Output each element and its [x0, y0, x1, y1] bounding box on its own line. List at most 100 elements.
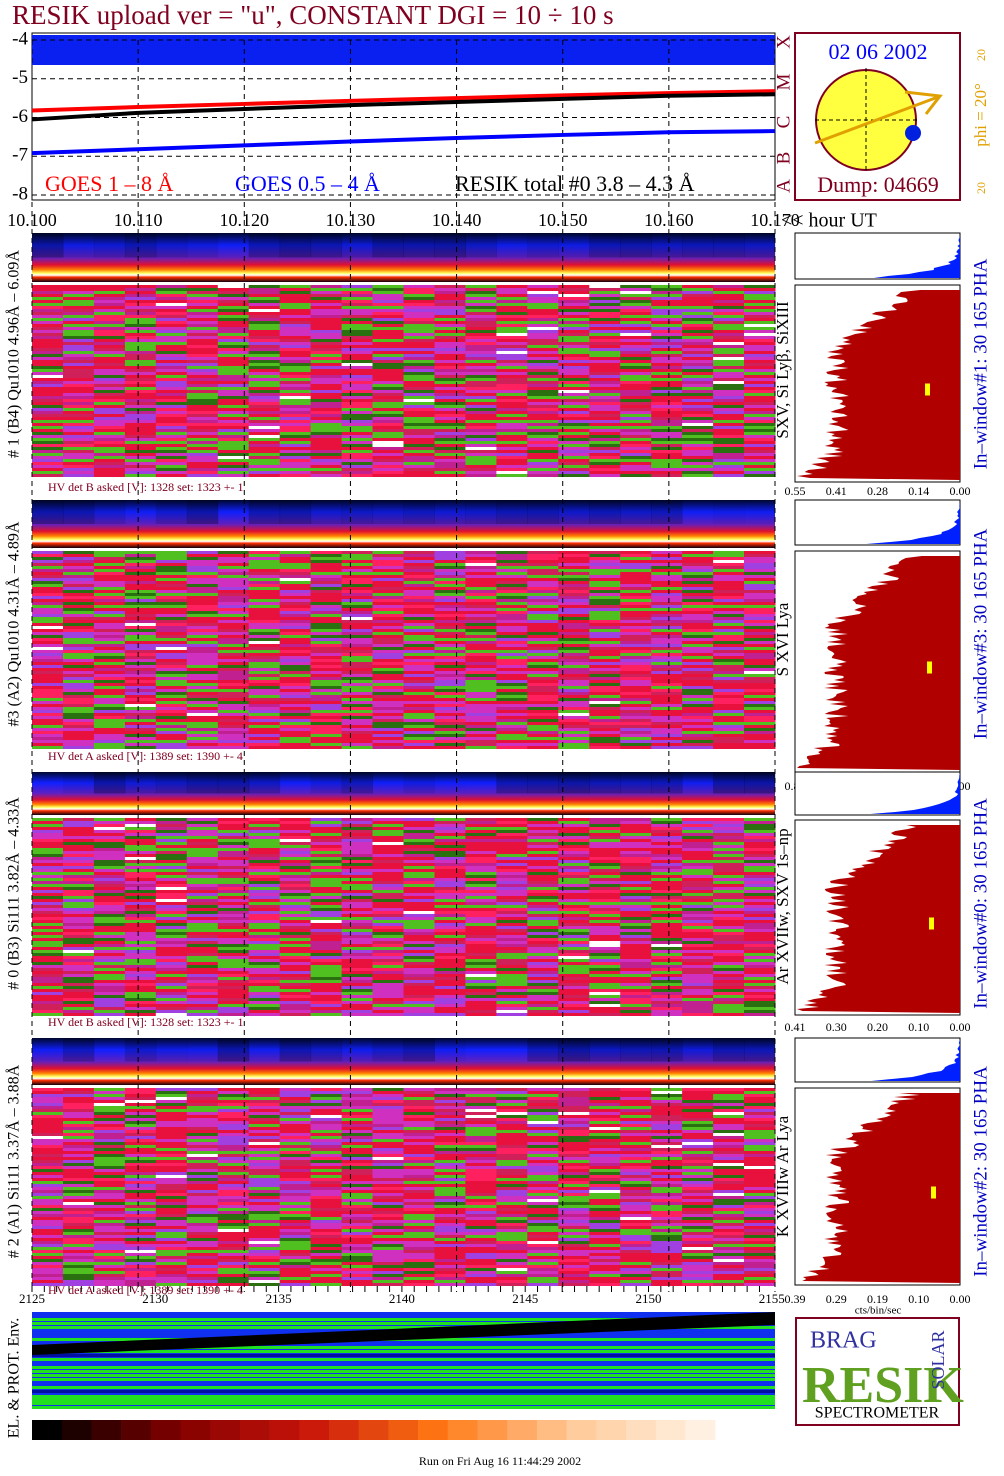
heatmap-cell — [155, 953, 188, 956]
heatmap-cell — [682, 348, 714, 351]
heatmap-cell — [713, 617, 745, 620]
heatmap-cell — [341, 375, 374, 378]
heatmap-cell — [341, 902, 374, 905]
heatmap-cell — [496, 288, 528, 291]
heatmap-cell — [558, 375, 590, 378]
heatmap-cell — [155, 465, 188, 468]
band-shade — [620, 233, 652, 258]
heatmap-cell — [63, 396, 95, 399]
heatmap-cell — [496, 944, 528, 947]
heatmap-cell — [248, 300, 281, 303]
heatmap-cell — [155, 426, 188, 429]
heatmap-cell — [155, 950, 188, 953]
heatmap-cell — [403, 333, 435, 336]
heatmap-cell — [124, 737, 157, 740]
heatmap-cell — [310, 390, 343, 393]
heatmap-cell — [124, 992, 157, 995]
heatmap-cell — [558, 866, 590, 869]
heatmap-cell — [713, 303, 745, 306]
heatmap-cell — [496, 435, 528, 438]
heatmap-cell — [186, 677, 219, 680]
heatmap-cell — [124, 551, 157, 554]
heatmap-cell — [341, 716, 374, 719]
heatmap-cell — [63, 303, 95, 306]
heatmap-cell — [248, 330, 281, 333]
heatmap-cell — [527, 423, 559, 426]
heatmap-cell — [248, 369, 281, 372]
heatmap-cell — [713, 468, 745, 471]
heatmap-cell — [620, 572, 652, 575]
heatmap-cell — [651, 450, 683, 453]
heatmap-cell — [186, 695, 219, 698]
heatmap-cell — [279, 818, 312, 821]
heatmap-cell — [558, 947, 590, 950]
heatmap-cell — [63, 833, 95, 836]
heatmap-cell — [589, 968, 621, 971]
heatmap-cell — [279, 692, 312, 695]
band-shade — [589, 772, 621, 794]
heatmap-cell — [403, 935, 435, 938]
heatmap-cell — [248, 468, 281, 471]
heatmap-cell — [279, 1010, 312, 1013]
heatmap-cell — [434, 608, 466, 611]
heatmap-cell — [341, 944, 374, 947]
heatmap-cell — [620, 731, 652, 734]
heatmap-cell — [434, 716, 466, 719]
heatmap-cell — [63, 734, 95, 737]
heatmap-cell — [217, 447, 250, 450]
heatmap-cell — [682, 444, 714, 447]
heatmap-cell — [620, 342, 652, 345]
heatmap-cell — [372, 1094, 404, 1097]
heatmap-cell — [248, 306, 281, 309]
heatmap-cell — [589, 1007, 621, 1010]
heatmap-cell — [124, 692, 157, 695]
heatmap-cell — [217, 288, 250, 291]
heatmap-cell — [527, 444, 559, 447]
heatmap-cell — [32, 357, 64, 360]
heatmap-cell — [651, 914, 683, 917]
heatmap-cell — [620, 872, 652, 875]
heatmap-cell — [93, 453, 126, 456]
heatmap-cell — [620, 432, 652, 435]
heatmap-cell — [155, 746, 188, 749]
heatmap-cell — [63, 932, 95, 935]
heatmap-cell — [434, 641, 466, 644]
heatmap-cell — [496, 746, 528, 749]
heatmap-cell — [651, 968, 683, 971]
heatmap-cell — [434, 384, 466, 387]
heatmap-cell — [93, 641, 126, 644]
heatmap-cell — [496, 857, 528, 860]
heatmap-cell — [558, 384, 590, 387]
heatmap-cell — [434, 411, 466, 414]
heatmap-cell — [651, 554, 683, 557]
heatmap-cell — [403, 617, 435, 620]
heatmap-cell — [124, 698, 157, 701]
heatmap-cell — [63, 417, 95, 420]
heatmap-cell — [620, 917, 652, 920]
heatmap-cell — [32, 465, 64, 468]
band-shade — [434, 500, 466, 524]
heatmap-cell — [713, 596, 745, 599]
heatmap-cell — [682, 324, 714, 327]
heatmap-cell — [310, 312, 343, 315]
heatmap-cell — [186, 375, 219, 378]
heatmap-cell — [651, 411, 683, 414]
heatmap-cell — [155, 686, 188, 689]
heatmap-cell — [589, 399, 621, 402]
heatmap-cell — [279, 899, 312, 902]
heatmap-cell — [713, 689, 745, 692]
heatmap-cell — [589, 914, 621, 917]
heatmap-cell — [63, 441, 95, 444]
heatmap-cell — [93, 294, 126, 297]
heatmap-cell — [744, 617, 776, 620]
heatmap-cell — [372, 926, 404, 929]
heatmap-cell — [651, 456, 683, 459]
heatmap-cell — [372, 704, 404, 707]
heatmap-cell — [217, 845, 250, 848]
y-tick-label: -8 — [12, 183, 28, 204]
heatmap-cell — [279, 929, 312, 932]
heatmap-cell — [93, 291, 126, 294]
heatmap-cell — [496, 300, 528, 303]
heatmap-cell — [155, 944, 188, 947]
heatmap-cell — [93, 620, 126, 623]
